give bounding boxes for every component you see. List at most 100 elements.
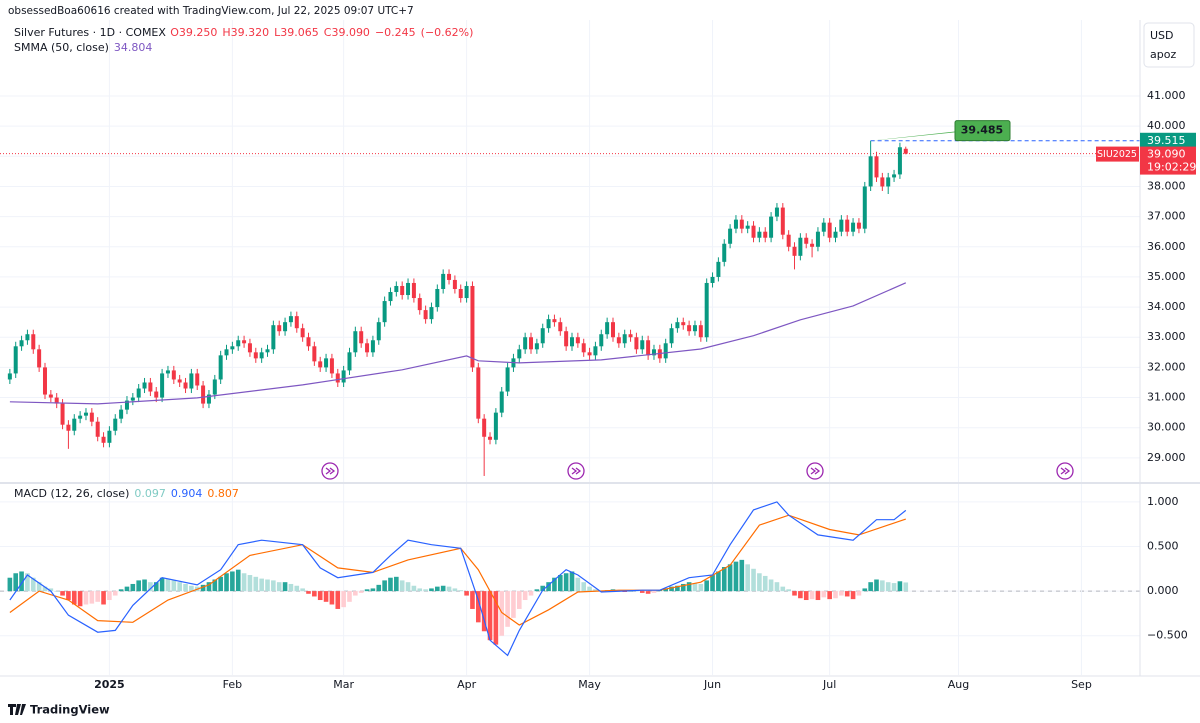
icon[interactable] [321, 462, 339, 480]
candle-body [435, 288, 440, 308]
candle-body [206, 394, 211, 404]
candle-body [552, 319, 557, 323]
candle-body [142, 382, 147, 389]
y-tick-label: 34.000 [1147, 300, 1186, 313]
histogram-bar [493, 591, 499, 645]
histogram-bar [516, 591, 522, 609]
candle-body [177, 379, 182, 383]
histogram-bar [165, 578, 171, 592]
y-tick-label: 0.500 [1147, 539, 1179, 552]
currency: USD [1150, 29, 1174, 42]
candle-body [189, 373, 194, 389]
y-tick-label: 31.000 [1147, 391, 1186, 404]
histogram-bar [833, 591, 838, 599]
histogram-bar [885, 582, 891, 592]
y-tick-label: 41.000 [1147, 89, 1186, 102]
y-tick-label: 1.000 [1147, 495, 1179, 508]
histogram-bar [563, 573, 569, 592]
candle-body [25, 334, 30, 341]
candle-body [406, 282, 411, 296]
price-axis [1140, 20, 1200, 675]
histogram-bar [839, 591, 844, 596]
candle-body [610, 322, 615, 338]
candle-body [195, 373, 200, 386]
histogram-bar [792, 591, 797, 596]
histogram-bar [546, 582, 551, 592]
candle-body [599, 334, 604, 347]
y-tick-label: −0.500 [1147, 629, 1188, 642]
histogram-bar [183, 583, 188, 592]
histogram-bar [112, 591, 118, 596]
histogram-bar [569, 571, 575, 592]
high-label-box [1140, 132, 1196, 148]
candle-body [312, 346, 317, 362]
histogram-bar [306, 591, 311, 594]
currency-box[interactable] [1143, 22, 1195, 68]
candle-body [288, 316, 293, 323]
candle-body [534, 343, 539, 350]
y-tick-label: 40.000 [1147, 119, 1186, 132]
y-tick-label: 38.000 [1147, 179, 1186, 192]
histogram-bar [686, 582, 692, 592]
candle-body [218, 355, 223, 380]
candle-body [259, 352, 264, 359]
plot: 39.485 [0, 120, 1140, 657]
histogram-bar [868, 582, 873, 592]
legend-title: MACD (12, 26, close) [14, 487, 129, 500]
icon[interactable] [567, 462, 585, 480]
macd-line [9, 501, 907, 657]
candle-body [880, 177, 885, 187]
histogram-bar [751, 568, 756, 592]
legend-value: L39.065 [274, 26, 319, 39]
histogram-bar [177, 582, 182, 592]
histogram-bar [593, 589, 598, 592]
candle-body [341, 370, 346, 383]
histogram-bar [435, 586, 440, 592]
price-legend: Silver Futures · 1D · COMEX O39.250 H39.32… [14, 26, 473, 39]
callout-box [954, 120, 1011, 142]
candle-body [376, 322, 381, 341]
histogram-bar [60, 591, 65, 596]
candle-body [13, 346, 18, 374]
histogram-bar [645, 591, 651, 594]
candle-body [335, 373, 340, 383]
histogram-bar [669, 586, 674, 592]
legend-value: O39.250 [170, 26, 217, 39]
histogram-bar [118, 589, 124, 592]
candle-body [42, 367, 47, 395]
legend-name: SMMA (50, close) [14, 41, 109, 54]
candle-body [698, 325, 703, 338]
histogram-bar [101, 591, 106, 605]
icon[interactable] [1056, 462, 1074, 480]
candle-body [821, 222, 826, 232]
candle-body [224, 349, 229, 356]
histogram-bar [862, 588, 868, 592]
histogram-bar [224, 573, 229, 592]
candle-body [7, 373, 12, 380]
scale-label: apoz [1150, 48, 1176, 61]
candle-body [757, 231, 762, 238]
candle-body [294, 316, 299, 329]
histogram-bar [768, 579, 774, 592]
histogram-bar [212, 579, 218, 592]
candle-body [903, 148, 908, 154]
candle-body [634, 337, 639, 350]
icon[interactable] [806, 462, 824, 480]
x-tick-label: Feb [223, 678, 242, 691]
candle-body [646, 340, 651, 356]
logo: TradingView [30, 703, 110, 717]
histogram-bar [265, 579, 270, 592]
candle-body [628, 334, 633, 338]
candle-body [347, 352, 352, 371]
histogram-bar [317, 591, 323, 601]
histogram-bar [844, 591, 850, 597]
histogram-bar [358, 591, 364, 593]
histogram-bar [827, 591, 832, 600]
x-tick-label: Apr [457, 678, 477, 691]
histogram-bar [417, 588, 423, 592]
replay-icons [321, 462, 1074, 480]
candle-body [359, 331, 364, 344]
candle-body [417, 298, 422, 311]
histogram-bar [429, 588, 434, 592]
histogram-bar [142, 579, 147, 592]
